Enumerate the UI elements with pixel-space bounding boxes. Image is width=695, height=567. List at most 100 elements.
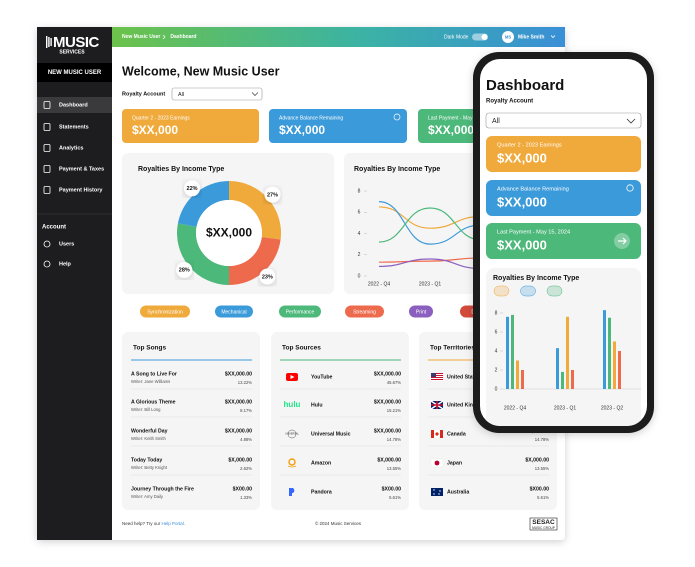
y-tick-label: 8 [495, 310, 498, 316]
donut-segment [177, 223, 229, 285]
panel-title: Top Sources [282, 345, 321, 352]
nav-item[interactable]: Help [59, 261, 72, 267]
mobile-select[interactable] [485, 112, 642, 129]
filter-pill[interactable] [520, 285, 536, 297]
x-tick-label: 2022 - Q4 [368, 281, 390, 287]
panel [486, 268, 641, 426]
royalty-account-label: Royalty Account [122, 91, 165, 97]
mobile-card [486, 136, 641, 172]
help-link[interactable]: Help Portal. [162, 521, 186, 526]
flag [431, 488, 443, 496]
nav-icon [43, 123, 51, 131]
avatar-initials: MS [505, 34, 511, 39]
flag-star [433, 493, 435, 495]
nav-item[interactable]: Statements [59, 124, 89, 130]
user-bar [37, 63, 112, 82]
summary-card [269, 109, 407, 143]
line-series [378, 207, 482, 243]
card-label: Advance Balance Remaining [497, 186, 569, 192]
footer-logo-box [529, 517, 558, 531]
flag-star [438, 493, 440, 495]
song-title: Journey Through the Fire [131, 486, 194, 492]
flag-stripe [431, 373, 443, 374]
nav-active [37, 97, 112, 113]
row-share: 2.62% [240, 466, 252, 471]
flag-canton [431, 373, 436, 377]
row-share: 15.21% [387, 408, 401, 413]
legend-label: Mechanical [221, 309, 246, 315]
nav-item[interactable]: Users [59, 241, 74, 247]
nav-item[interactable]: Analytics [59, 145, 83, 151]
royalty-select[interactable] [171, 87, 263, 101]
row-amount: $XX,000.00 [374, 371, 401, 377]
bar [506, 316, 509, 389]
y-tick-label: 0 [358, 273, 361, 279]
row-name: Australia [447, 489, 469, 495]
song-title: A Song to Live For [131, 371, 177, 377]
breadcrumb-item[interactable]: Dashboard [170, 34, 196, 40]
x-tick-label: 2023 - Q1 [419, 281, 441, 287]
donut-label: 23% [262, 274, 273, 280]
row-amount: $X00.00 [530, 486, 549, 492]
filter-pill[interactable] [546, 285, 563, 297]
nav-icon [43, 186, 51, 194]
avatar[interactable] [502, 31, 514, 43]
filter-pill[interactable] [493, 285, 510, 297]
row-amount: $XX,000.00 [225, 371, 252, 377]
bar [566, 316, 569, 389]
donut-label: 22% [187, 186, 198, 192]
row-amount: $X,000.00 [525, 457, 549, 463]
row-name: Universal Music [311, 431, 351, 437]
flag-star [439, 490, 441, 492]
logo-globe [287, 429, 297, 439]
breadcrumb-item[interactable]: New Music User [122, 34, 160, 40]
bar [511, 314, 514, 389]
legend-pill[interactable] [279, 305, 321, 318]
panel-title: Royalties By Income Type [493, 275, 579, 282]
breadcrumb: New Music User Dashboard [122, 34, 196, 40]
legend-label: Streaming [353, 309, 376, 315]
bar [603, 310, 606, 389]
nav-icon [43, 240, 51, 248]
line-series [378, 206, 482, 229]
row-amount: $X,000.00 [228, 457, 252, 463]
nav-icon [43, 260, 51, 268]
nav-item[interactable]: Payment & Taxes [59, 166, 104, 172]
song-writer: Writer: Jane Williams [131, 379, 170, 384]
y-tick-label: 0 [495, 386, 498, 392]
donut-center [196, 200, 262, 266]
row-share: 8.17% [240, 408, 252, 413]
nav-item[interactable]: Dashboard [59, 102, 88, 108]
row-share: 5.61% [389, 495, 401, 500]
user-name: Mike Smith [518, 34, 544, 40]
row-amount: $XX,000.00 [225, 399, 252, 405]
row-amount: $X,000.00 [377, 457, 401, 463]
row-share: 13.22% [238, 380, 252, 385]
song-writer: Writer: Bill Long [131, 407, 161, 412]
bar [556, 348, 559, 389]
logo-bar [50, 38, 52, 46]
nav-item[interactable]: Payment History [59, 187, 103, 193]
legend-pill[interactable] [140, 305, 190, 318]
bar [521, 370, 524, 389]
flag-stripe [431, 375, 443, 376]
toggle-knob [481, 34, 488, 40]
y-tick-label: 6 [358, 210, 361, 216]
card-label: Last Payment - May 15, 2024 [428, 115, 494, 121]
song-title: Wonderful Day [131, 428, 168, 434]
y-tick-label: 4 [495, 348, 498, 354]
donut-label-bg [259, 268, 276, 285]
row-share: 14.78% [535, 437, 549, 442]
arrow-icon [618, 237, 627, 245]
legend-pill[interactable] [215, 305, 253, 318]
mobile-card [486, 223, 641, 259]
footer-copyright: © 2024 Music Services [315, 520, 362, 526]
legend-pill[interactable] [345, 305, 384, 318]
bar [561, 371, 564, 389]
mobile-title: Dashboard [486, 77, 564, 94]
mobile-royalty-label: Royalty Account [486, 99, 533, 105]
legend-pill[interactable] [409, 305, 433, 318]
bar [516, 360, 519, 389]
nav-icon [43, 144, 51, 152]
row-name: Hulu [311, 402, 323, 408]
